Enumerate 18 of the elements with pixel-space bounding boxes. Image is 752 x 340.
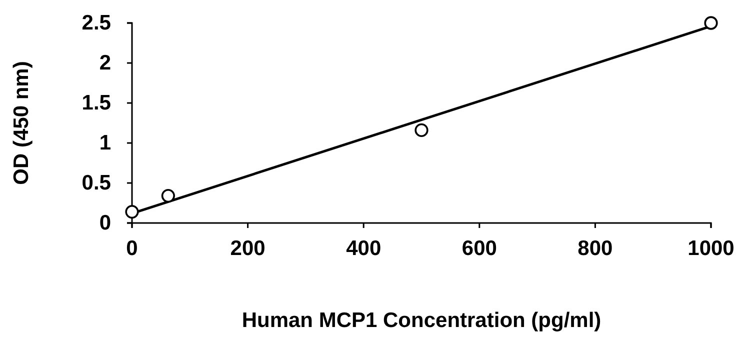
x-tick-label: 600 [462,236,497,260]
point [414,123,428,138]
y-tick-label: 1.5 [82,92,112,115]
x-tick-label: 200 [230,236,266,260]
y-tick-label: 0 [99,212,111,235]
y-tick-label: 1 [99,132,112,155]
point [704,16,718,30]
x-tick-label: 800 [578,236,613,260]
point [125,204,139,219]
y-axis-title: OD (450 nm) [10,61,33,185]
x-tick-label: 0 [126,236,138,260]
point [161,188,176,203]
y-tick-label: 2.5 [82,12,112,35]
y-tick-label: 2 [99,52,111,75]
x-axis-title: Human MCP1 Concentration (pg/ml) [242,309,602,332]
x-tick-label: 400 [346,236,382,260]
x-tick-label: 1000 [688,236,734,260]
y-tick-label: 0.5 [82,172,112,195]
